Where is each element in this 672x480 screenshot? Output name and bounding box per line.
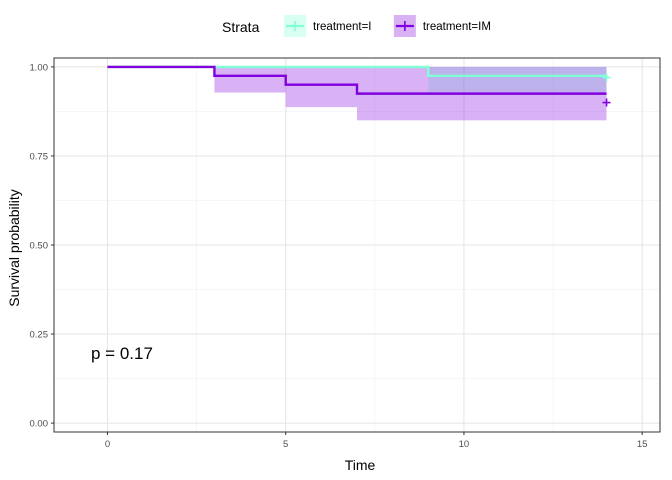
y-axis: 0.00 0.25 0.50 0.75 1.00	[30, 62, 54, 430]
ci-band-treatment-im	[214, 66, 286, 93]
y-tick-label: 0.50	[30, 241, 49, 252]
grid	[54, 58, 660, 432]
y-tick-label: 1.00	[30, 62, 49, 73]
x-tick-label: 0	[105, 439, 110, 450]
y-tick-label: 0.00	[30, 419, 49, 430]
legend: Strata treatment=I treatment=IM	[222, 15, 491, 37]
x-tick-label: 15	[637, 439, 648, 450]
survival-curve-treatment-i	[107, 65, 607, 78]
censor-mark-treatment-im	[602, 98, 611, 107]
legend-title: Strata	[222, 19, 260, 35]
y-tick-label: 0.25	[30, 330, 49, 341]
legend-label-treatment-i: treatment=I	[313, 21, 372, 33]
p-value-annotation: p = 0.17	[91, 344, 153, 363]
x-axis: 0 5 10 15	[105, 432, 648, 450]
survival-curve-treatment-im	[107, 65, 607, 95]
censor-mark-treatment-i	[602, 73, 611, 82]
y-axis-title: Survival probability	[6, 189, 22, 307]
x-axis-title: Time	[345, 457, 376, 473]
legend-label-treatment-im: treatment=IM	[423, 21, 491, 33]
ci-band-treatment-im	[285, 66, 357, 108]
survival-curves	[107, 65, 607, 95]
ci-band-treatment-i	[428, 66, 607, 92]
censor-marks	[602, 73, 611, 107]
x-tick-label: 10	[459, 439, 470, 450]
y-tick-label: 0.75	[30, 151, 49, 162]
x-tick-label: 5	[283, 439, 288, 450]
